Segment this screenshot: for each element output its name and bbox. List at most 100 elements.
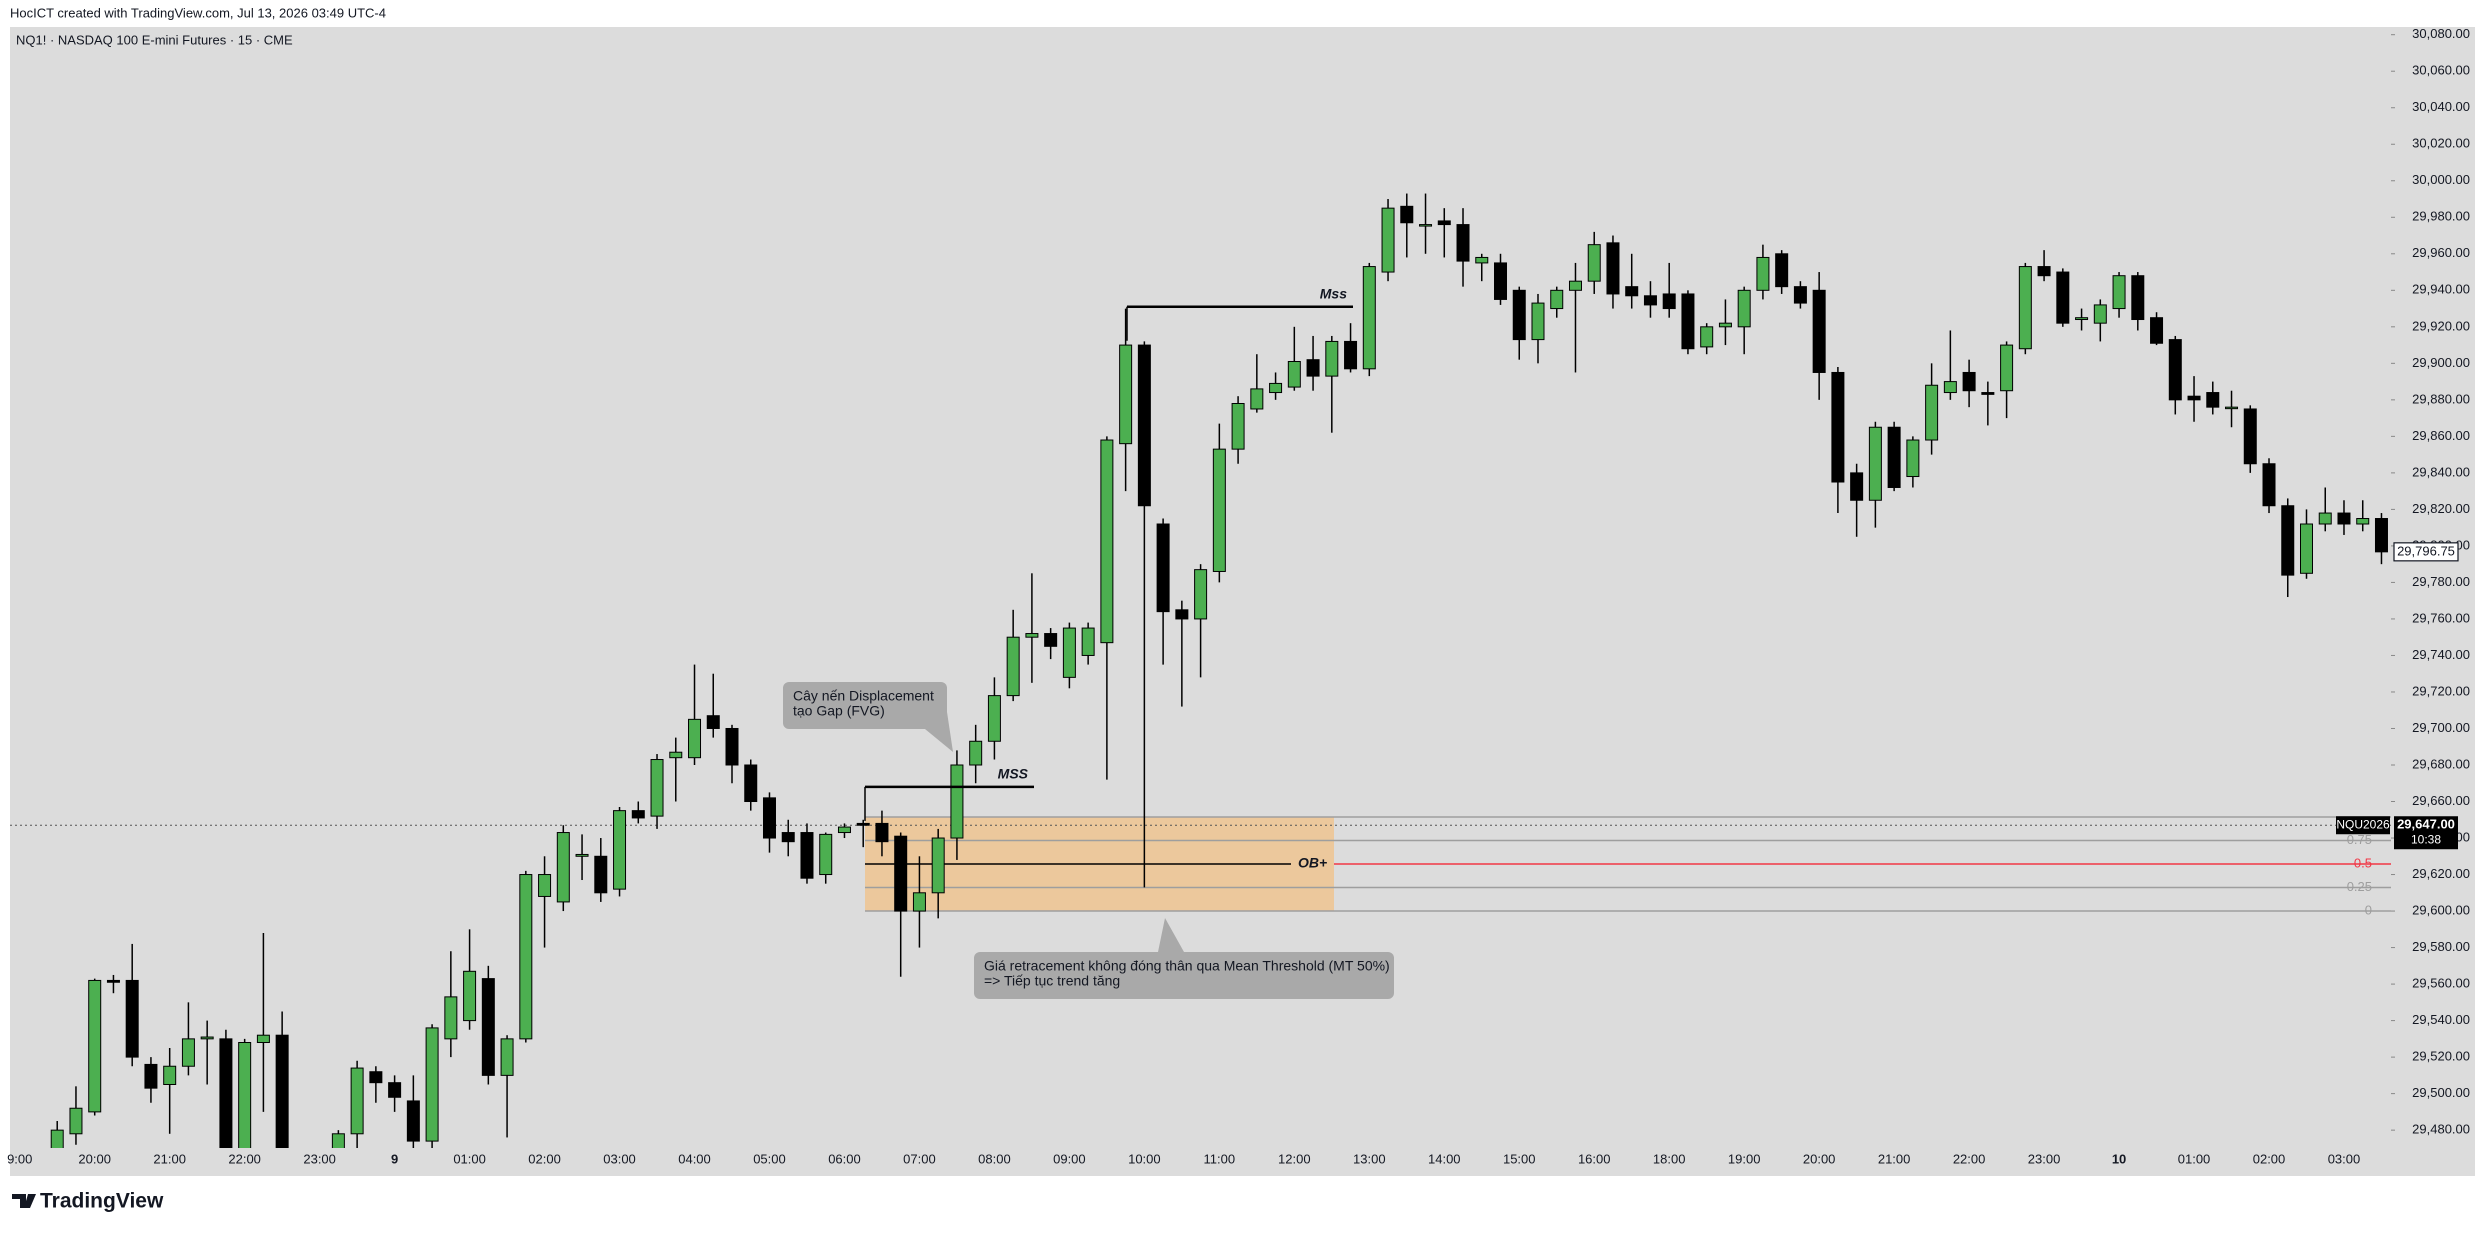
y-tick-label: 29,620.00: [2412, 866, 2470, 881]
candle-body: [2000, 344, 2014, 392]
candle-body: [1475, 256, 1489, 264]
current-price-tag: [2394, 816, 2458, 850]
candle-body: [2131, 275, 2145, 321]
candle-body: [1681, 293, 1695, 350]
candle-body: [2168, 339, 2182, 401]
x-tick-label: 16:00: [1578, 1151, 1611, 1166]
candle-body: [556, 832, 570, 903]
y-tick-label: 29,900.00: [2412, 355, 2470, 370]
x-tick-label: 12:00: [1278, 1151, 1311, 1166]
candle-body: [1718, 322, 1732, 328]
y-tick-label: 29,760.00: [2412, 610, 2470, 625]
current-price-label: 29,647.00: [2397, 817, 2455, 832]
x-tick-label: 04:00: [678, 1151, 711, 1166]
mss-label: MSS: [998, 766, 1029, 782]
candle-body: [2206, 392, 2220, 408]
candle-body: [969, 740, 983, 766]
candle-body: [1081, 627, 1095, 656]
candle-body: [575, 853, 589, 857]
candle-body: [2262, 463, 2276, 507]
candle-body: [1943, 381, 1957, 394]
x-tick-label: 08:00: [978, 1151, 1011, 1166]
y-tick-label: 29,520.00: [2412, 1049, 2470, 1064]
candle-body: [1250, 388, 1264, 410]
y-tick-label: 29,560.00: [2412, 976, 2470, 991]
candle-body: [2075, 317, 2089, 321]
candle-body: [950, 764, 964, 839]
candle-body: [819, 833, 833, 876]
candle-body: [669, 751, 683, 759]
candle-body: [1662, 293, 1676, 310]
candle-body: [1494, 262, 1508, 300]
candle-body: [1175, 609, 1189, 620]
x-tick-label: 9: [391, 1151, 398, 1166]
candle-body: [650, 759, 664, 817]
y-tick-label: 29,860.00: [2412, 428, 2470, 443]
candle-body: [2187, 395, 2201, 401]
candle-body: [1025, 633, 1039, 638]
candle-body: [1194, 569, 1208, 620]
candle-body: [762, 797, 776, 839]
y-tick-label: 29,960.00: [2412, 245, 2470, 260]
candle-body: [1006, 636, 1020, 697]
candle-body: [894, 835, 908, 912]
y-tick-label: 29,920.00: [2412, 318, 2470, 333]
candle-body: [200, 1036, 214, 1040]
candle-body: [444, 996, 458, 1040]
candle-body: [613, 810, 627, 890]
candle-body: [1062, 627, 1076, 678]
candle-body: [1831, 371, 1845, 483]
callout-pointer: [1158, 918, 1184, 952]
y-tick-label: 29,780.00: [2412, 574, 2470, 589]
y-tick-label: 29,480.00: [2412, 1122, 2470, 1137]
y-tick-label: 29,500.00: [2412, 1085, 2470, 1100]
candle-body: [32, 1176, 44, 1189]
candle-body: [2356, 518, 2370, 525]
chart-title: NQ1! · NASDAQ 100 E-mini Futures · 15 · …: [16, 32, 293, 47]
x-tick-label: 05:00: [753, 1151, 786, 1166]
candle-body: [1700, 326, 1714, 348]
candle-body: [406, 1100, 420, 1142]
callout-text: Cây nến Displacement: [793, 688, 934, 704]
candle-body: [2225, 406, 2239, 410]
x-tick-label: 23:00: [2028, 1151, 2061, 1166]
callout-text: tạo Gap (FVG): [793, 703, 885, 719]
x-tick-label: 03:00: [2328, 1151, 2361, 1166]
candle-body: [69, 1107, 83, 1135]
x-tick-label: 20:00: [1803, 1151, 1836, 1166]
candle-body: [1100, 439, 1114, 644]
candle-body: [1419, 224, 1433, 227]
candle-body: [88, 979, 102, 1113]
candle-body: [1868, 426, 1882, 501]
candle-body: [275, 1034, 289, 1148]
candle-body: [1925, 384, 1939, 441]
x-tick-label: 22:00: [228, 1151, 261, 1166]
fib-level-label: 0.25: [2347, 879, 2372, 894]
x-tick-label: 01:00: [2178, 1151, 2211, 1166]
candle-body: [481, 978, 495, 1076]
last-price-label: 29,796.75: [2397, 543, 2455, 558]
candle-body: [500, 1038, 514, 1076]
x-tick-label: 02:00: [2253, 1151, 2286, 1166]
candle-body: [1119, 344, 1133, 445]
candle-body: [1568, 280, 1582, 291]
candle-body: [1625, 286, 1639, 297]
candle-body: [1981, 392, 1995, 395]
y-tick-label: 29,680.00: [2412, 756, 2470, 771]
logo-icon: [12, 1194, 36, 1208]
candle-body: [106, 979, 120, 983]
y-tick-label: 29,980.00: [2412, 209, 2470, 224]
y-tick-label: 29,940.00: [2412, 282, 2470, 297]
candle-body: [1887, 426, 1901, 488]
y-tick-label: 30,020.00: [2412, 136, 2470, 151]
x-tick-label: 21:00: [1878, 1151, 1911, 1166]
candle-body: [1231, 403, 1245, 450]
candle-body: [2018, 266, 2032, 350]
x-tick-label: 01:00: [453, 1151, 486, 1166]
symbol-tag: [2336, 816, 2390, 835]
y-tick-label: 29,820.00: [2412, 501, 2470, 516]
candle-body: [350, 1067, 364, 1135]
candle-body: [1325, 340, 1339, 377]
y-tick-label: 29,600.00: [2412, 902, 2470, 917]
